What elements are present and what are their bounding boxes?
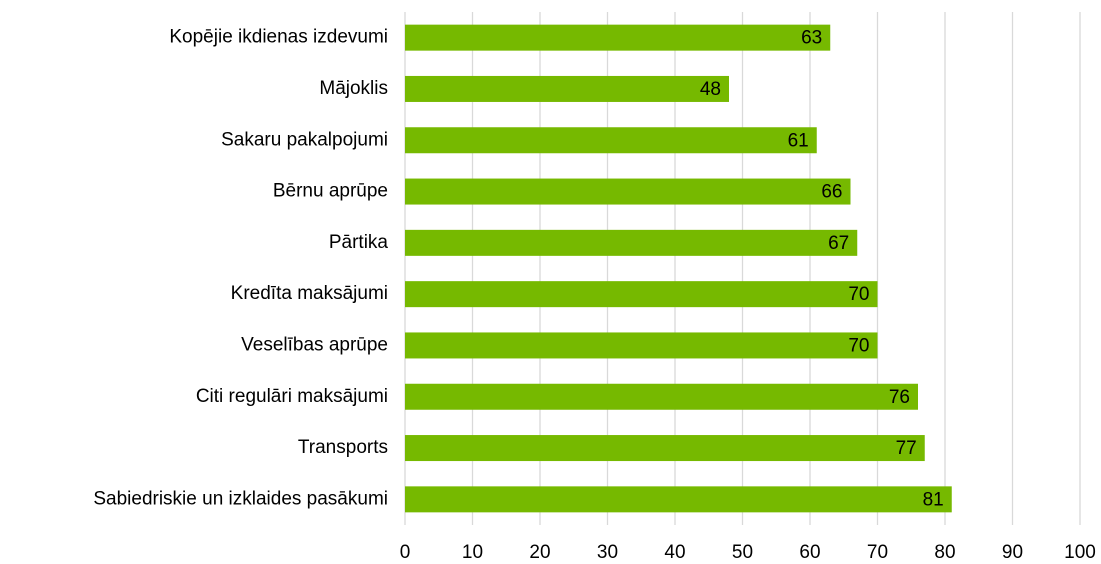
x-tick-label: 0	[400, 542, 411, 563]
bar	[405, 486, 952, 513]
bar	[405, 383, 918, 410]
y-tick-label: Bērnu aprūpe	[273, 181, 388, 202]
bar	[405, 75, 729, 102]
x-tick-label: 20	[529, 542, 550, 563]
data-label: 63	[801, 28, 822, 49]
bar	[405, 281, 878, 308]
y-tick-label: Veselības aprūpe	[241, 334, 388, 355]
x-tick-label: 40	[664, 542, 685, 563]
bar	[405, 178, 851, 205]
bar	[405, 435, 925, 462]
x-tick-label: 30	[597, 542, 618, 563]
data-label: 81	[923, 489, 944, 510]
bar	[405, 332, 878, 359]
bar	[405, 229, 858, 256]
data-label: 76	[889, 387, 910, 408]
x-tick-label: 100	[1064, 542, 1096, 563]
x-tick-label: 60	[799, 542, 820, 563]
data-label: 66	[821, 182, 842, 203]
x-tick-label: 90	[1002, 542, 1023, 563]
data-label: 77	[896, 438, 917, 459]
y-tick-label: Sabiedriskie un izklaides pasākumi	[93, 488, 388, 509]
data-label: 48	[700, 79, 721, 100]
y-tick-label: Mājoklis	[319, 78, 388, 99]
y-tick-label: Kopējie ikdienas izdevumi	[169, 27, 388, 48]
data-label: 70	[848, 284, 869, 305]
data-label: 61	[788, 130, 809, 151]
bar	[405, 127, 817, 154]
y-tick-label: Citi regulāri maksājumi	[196, 386, 388, 407]
x-tick-label: 50	[732, 542, 753, 563]
x-tick-label: 80	[934, 542, 955, 563]
y-tick-label: Kredīta maksājumi	[231, 283, 388, 304]
y-tick-label: Sakaru pakalpojumi	[221, 129, 388, 150]
y-tick-label: Pārtika	[329, 232, 389, 253]
data-label: 70	[848, 335, 869, 356]
x-tick-label: 70	[867, 542, 888, 563]
y-tick-label: Transports	[298, 437, 388, 458]
bar	[405, 24, 831, 51]
data-label: 67	[828, 233, 849, 254]
x-tick-label: 10	[462, 542, 483, 563]
